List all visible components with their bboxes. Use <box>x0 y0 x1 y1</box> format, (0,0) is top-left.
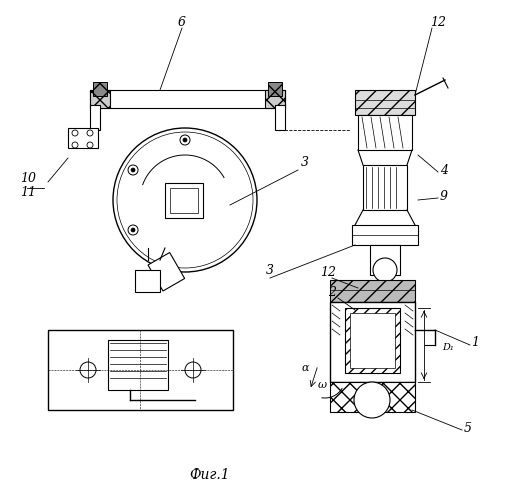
Circle shape <box>87 142 93 148</box>
Circle shape <box>183 138 187 142</box>
Circle shape <box>72 142 78 148</box>
Text: 12: 12 <box>320 266 336 278</box>
Bar <box>330 280 415 302</box>
Bar <box>68 128 98 148</box>
Text: α: α <box>301 363 309 373</box>
Text: 12: 12 <box>430 16 446 28</box>
Bar <box>358 115 412 150</box>
Text: 9: 9 <box>440 190 448 202</box>
Bar <box>345 308 400 373</box>
Circle shape <box>128 165 138 175</box>
Bar <box>170 188 198 213</box>
Polygon shape <box>148 252 185 291</box>
Text: 6: 6 <box>178 16 186 28</box>
Circle shape <box>180 135 190 145</box>
Text: 3: 3 <box>301 156 309 168</box>
Bar <box>135 270 160 292</box>
Bar <box>330 302 415 382</box>
Bar <box>355 90 415 115</box>
Bar <box>93 82 107 96</box>
Text: 11: 11 <box>20 186 36 198</box>
Bar <box>352 225 418 245</box>
Bar <box>165 183 203 218</box>
Bar <box>265 90 285 108</box>
Bar <box>108 340 168 390</box>
Text: 10: 10 <box>20 172 36 184</box>
Bar <box>330 382 415 412</box>
Bar <box>90 105 100 130</box>
Circle shape <box>373 258 397 282</box>
Circle shape <box>131 228 135 232</box>
Text: ω: ω <box>318 380 326 390</box>
Circle shape <box>128 225 138 235</box>
Text: 3: 3 <box>266 264 274 276</box>
Bar <box>268 82 282 96</box>
Text: 4: 4 <box>440 164 448 176</box>
Bar <box>275 105 285 130</box>
Bar <box>370 245 400 275</box>
Bar <box>350 313 395 368</box>
Bar <box>90 90 110 108</box>
Circle shape <box>131 168 135 172</box>
Bar <box>90 90 285 108</box>
Circle shape <box>113 128 257 272</box>
Circle shape <box>87 130 93 136</box>
Text: 2: 2 <box>328 286 336 300</box>
Bar <box>363 165 407 210</box>
Text: 5: 5 <box>464 422 472 434</box>
Text: Фиг.1: Фиг.1 <box>189 468 230 482</box>
Circle shape <box>354 382 390 418</box>
Text: 1: 1 <box>471 336 479 348</box>
Circle shape <box>72 130 78 136</box>
Text: D₁: D₁ <box>442 344 454 352</box>
Bar <box>48 330 233 410</box>
